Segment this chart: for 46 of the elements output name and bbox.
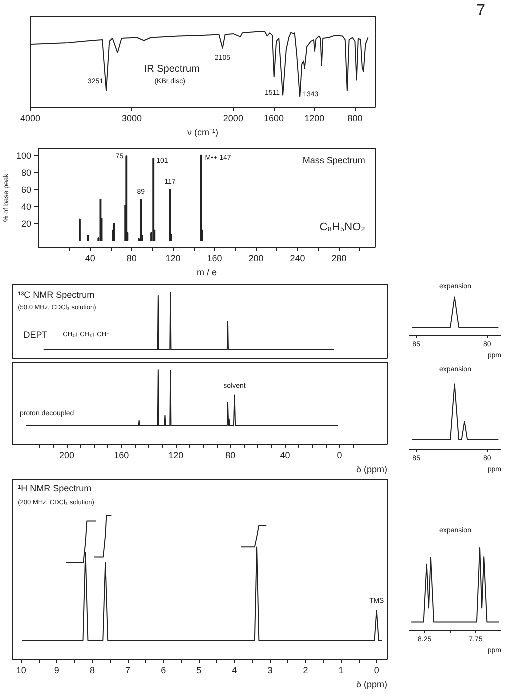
chart-title: ¹³C NMR Spectrum bbox=[18, 290, 95, 300]
x-tick-label: 120 bbox=[166, 254, 181, 264]
x-tick-label: 80 bbox=[126, 254, 137, 264]
x-tick-label: 3 bbox=[268, 666, 273, 676]
x-tick-label: 800 bbox=[348, 114, 363, 124]
chart-title: ¹H NMR Spectrum bbox=[18, 484, 92, 494]
y-tick-label: 100 bbox=[16, 150, 32, 161]
y-tick-label: 20 bbox=[21, 219, 32, 230]
x-tick-label: 6 bbox=[161, 666, 166, 676]
series-label: DEPT bbox=[24, 330, 48, 340]
x-tick-label: 200 bbox=[60, 450, 75, 460]
annotation: C₈H₅NO₂ bbox=[320, 222, 366, 234]
x-tick-label: 7 bbox=[126, 666, 131, 676]
x-tick-label: 1 bbox=[338, 666, 344, 676]
x-tick-label: 4 bbox=[232, 666, 238, 676]
x-tick-label: 4000 bbox=[20, 114, 41, 124]
y-tick-label: 40 bbox=[21, 202, 32, 212]
x-tick-label: 2000 bbox=[223, 114, 244, 124]
y-tick-label: 60 bbox=[21, 184, 32, 195]
x-tick-label: 160 bbox=[207, 254, 222, 264]
x-tick-label: 200 bbox=[248, 254, 264, 264]
x-tick-label: 5 bbox=[196, 666, 202, 676]
x-tick-label: 120 bbox=[168, 450, 184, 460]
x-axis-title: m / e bbox=[197, 268, 218, 278]
x-tick-label: 240 bbox=[290, 254, 306, 264]
x-tick-label: 9 bbox=[54, 666, 60, 676]
x-tick-label: 160 bbox=[114, 450, 130, 460]
x-tick-label: 0 bbox=[374, 666, 380, 676]
x-tick-label: 280 bbox=[332, 254, 347, 264]
x-tick-label: 1600 bbox=[264, 114, 284, 124]
x-tick-label: 10 bbox=[16, 666, 26, 676]
text: 7 bbox=[476, 2, 486, 20]
x-axis-title: δ (ppm) bbox=[356, 464, 388, 474]
text: IR Spectrum bbox=[144, 64, 200, 75]
y-tick-label: 80 bbox=[21, 168, 32, 178]
x-tick-label: 1200 bbox=[304, 114, 325, 124]
x-axis-title: ν (cm⁻¹) bbox=[188, 128, 219, 138]
x-tick-label: 8 bbox=[90, 666, 95, 676]
x-tick-label: 2 bbox=[303, 666, 308, 676]
x-tick-label: 0 bbox=[337, 450, 342, 460]
x-tick-label: 3000 bbox=[122, 114, 142, 124]
x-tick-label: 40 bbox=[85, 254, 96, 264]
text: Mass Spectrum bbox=[302, 155, 366, 166]
x-axis-title: δ (ppm) bbox=[356, 680, 388, 690]
x-tick-label: 40 bbox=[280, 450, 290, 460]
x-tick-label: 80 bbox=[226, 450, 236, 460]
